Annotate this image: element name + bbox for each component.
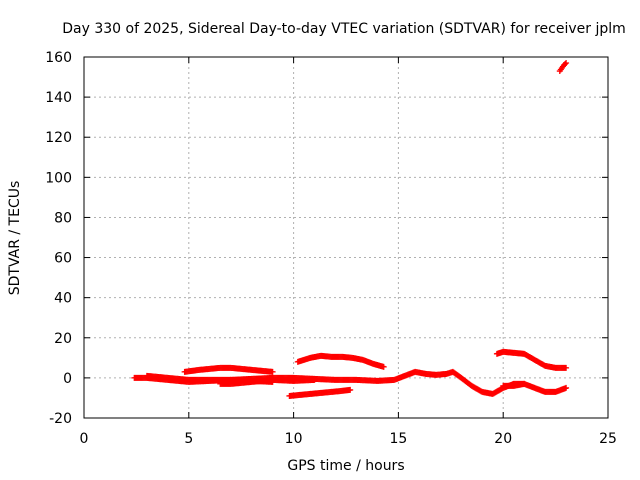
data-point (563, 60, 570, 67)
y-tick-label: 20 (54, 331, 72, 347)
data-point (269, 378, 276, 385)
data-point (563, 364, 570, 371)
y-tick-label: 60 (54, 251, 72, 267)
x-tick-label: 15 (389, 431, 407, 447)
y-tick-label: 0 (63, 371, 72, 387)
x-tick-labels: 0 5 10 15 20 25 (80, 431, 617, 447)
series-arc-late-1 (493, 348, 570, 371)
x-tick-label: 5 (184, 431, 193, 447)
chart-title: Day 330 of 2025, Sidereal Day-to-day VTE… (62, 21, 626, 37)
series-arc-base-4 (143, 372, 276, 385)
data-point (563, 384, 570, 391)
data-point (347, 386, 354, 393)
plot-frame (83, 56, 609, 419)
x-tick-label: 20 (494, 431, 512, 447)
x-tick-label: 0 (80, 431, 89, 447)
x-tick-label: 25 (599, 431, 617, 447)
y-tick-label: 140 (45, 90, 72, 106)
y-tick-label: 160 (45, 50, 72, 66)
y-tick-label: 40 (54, 291, 72, 307)
x-axis-label: GPS time / hours (287, 458, 404, 474)
y-tick-label: 120 (45, 130, 72, 146)
data-point (311, 376, 318, 383)
tick-marks (83, 56, 609, 419)
data-point (269, 368, 276, 375)
grid-lines (84, 57, 608, 418)
data-series (131, 60, 570, 399)
series-arc-mid-1 (294, 352, 387, 370)
y-tick-label: 100 (45, 170, 72, 186)
series-arc-low-1 (286, 386, 354, 399)
y-tick-label: -20 (49, 411, 72, 427)
data-point (562, 61, 569, 68)
series-arc-late-2 (500, 380, 570, 395)
series-arc-outlier (556, 60, 570, 75)
y-axis-label: SDTVAR / TECUs (7, 181, 23, 296)
y-tick-labels: -20 0 20 40 60 80 100 120 140 160 (45, 50, 72, 427)
data-point (380, 363, 387, 370)
y-tick-label: 80 (54, 210, 72, 226)
x-tick-label: 10 (285, 431, 303, 447)
series-arc-base-2 (181, 364, 276, 375)
